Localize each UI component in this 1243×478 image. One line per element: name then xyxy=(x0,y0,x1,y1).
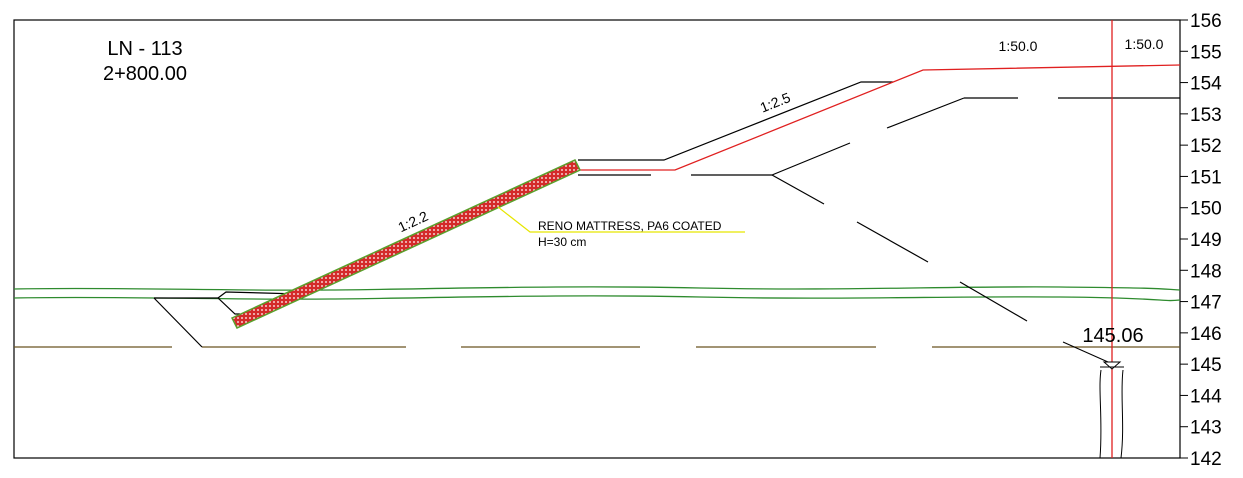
axis-tick-label: 148 xyxy=(1190,261,1222,282)
axis-tick-label: 156 xyxy=(1190,11,1222,32)
axis-tick-label: 150 xyxy=(1190,199,1222,220)
axis-tick-label: 153 xyxy=(1190,105,1222,126)
axis-tick-label: 142 xyxy=(1190,449,1222,470)
axis-tick-label: 146 xyxy=(1190,324,1222,345)
slope-label-left-top: 1:50.0 xyxy=(999,38,1038,54)
elevation-axis: 156 155 154 153 152 151 150 149 148 147 146 145 144 1… xyxy=(1180,11,1222,470)
slope-label-right-top: 1:50.0 xyxy=(1125,36,1164,52)
axis-tick-label: 147 xyxy=(1190,293,1222,314)
drawing-frame xyxy=(13,19,1181,459)
axis-tick-label: 151 xyxy=(1190,167,1222,188)
existing-ground-profile xyxy=(153,81,1180,348)
water-surface-lines xyxy=(13,286,1181,302)
axis-tick-label: 143 xyxy=(1190,418,1222,439)
axis-tick-label: 154 xyxy=(1190,74,1222,95)
mattress-leader-line xyxy=(497,206,745,233)
axis-tick-label: 149 xyxy=(1190,230,1222,251)
mattress-thickness-label: H=30 cm xyxy=(538,235,586,249)
section-station-label: 2+800.00 xyxy=(103,63,187,85)
axis-tick-label: 145 xyxy=(1190,355,1222,376)
design-profile xyxy=(578,20,1181,458)
reno-mattress xyxy=(230,159,582,329)
water-level-marker xyxy=(1062,341,1124,459)
section-line-label: LN - 113 xyxy=(107,38,182,60)
water-level-label: 145.06 xyxy=(1082,325,1143,347)
axis-tick-label: 155 xyxy=(1190,42,1222,63)
mattress-name-label: RENO MATTRESS, PA6 COATED xyxy=(538,219,722,233)
axis-tick-label: 144 xyxy=(1190,386,1222,407)
axis-tick-label: 152 xyxy=(1190,136,1222,157)
